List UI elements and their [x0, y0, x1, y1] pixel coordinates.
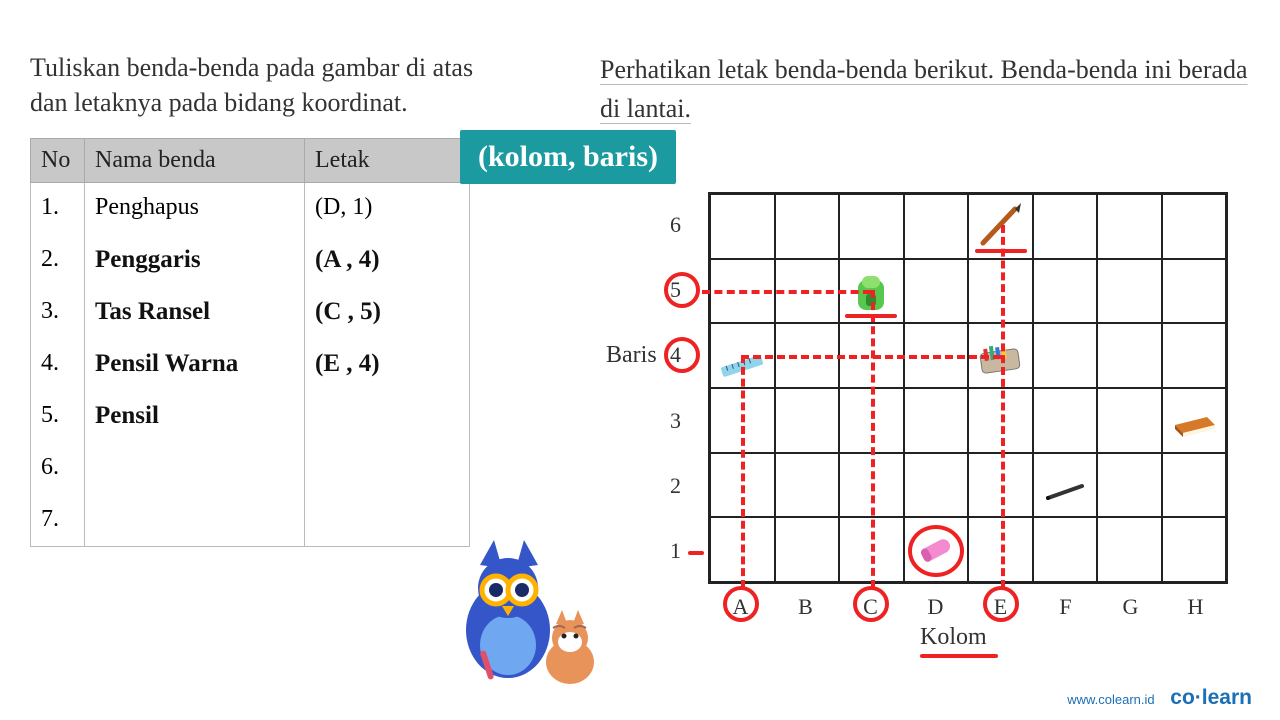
left-panel: Tuliskan benda-benda pada gambar di atas…	[30, 50, 480, 547]
grid-cell	[1162, 453, 1227, 518]
col-label: G	[1098, 590, 1163, 620]
cell-no: 7.	[31, 495, 85, 547]
table-row: 4.Pensil Warna(E , 4)	[31, 339, 470, 391]
col-label: B	[773, 590, 838, 620]
annotation-circle	[983, 586, 1019, 622]
mascot-icon	[440, 520, 610, 690]
cell-nama: Tas Ransel	[85, 287, 305, 339]
grid-cell	[904, 194, 969, 259]
grid-cell	[839, 194, 904, 259]
th-no: No	[31, 139, 85, 183]
grid-cell	[1033, 194, 1098, 259]
annotation-circle	[723, 586, 759, 622]
baris-axis-label: Baris	[606, 342, 657, 369]
cell-letak	[305, 391, 470, 443]
grid-cell	[904, 259, 969, 324]
footer: www.colearn.id co·learn	[1067, 686, 1252, 710]
table-row: 6.	[31, 443, 470, 495]
grid-cell	[710, 194, 775, 259]
grid-cell	[904, 453, 969, 518]
grid-cell	[1097, 323, 1162, 388]
grid-cell	[1162, 259, 1227, 324]
cell-nama: Pensil Warna	[85, 339, 305, 391]
row-labels: 654321	[670, 192, 687, 584]
grid-cell	[1033, 388, 1098, 453]
grid-cell	[1033, 517, 1098, 582]
annotation-dashline	[871, 290, 875, 588]
annotation-circle	[908, 525, 964, 577]
grid-item-pen	[1033, 453, 1098, 518]
th-nama: Nama benda	[85, 139, 305, 183]
cell-no: 2.	[31, 235, 85, 287]
grid-cell	[1033, 259, 1098, 324]
row-label: 6	[670, 192, 687, 257]
table-row: 5.Pensil	[31, 391, 470, 443]
row-label: 1	[670, 519, 687, 584]
grid-cell	[775, 388, 840, 453]
annotation-circle	[853, 586, 889, 622]
answer-table: No Nama benda Letak 1.Penghapus(D, 1)2.P…	[30, 138, 470, 547]
grid-cell	[1097, 453, 1162, 518]
cell-nama: Pensil	[85, 391, 305, 443]
cell-no: 6.	[31, 443, 85, 495]
grid-cell	[1162, 517, 1227, 582]
cell-no: 1.	[31, 183, 85, 235]
annotation-underline	[920, 654, 998, 658]
grid-cell	[775, 517, 840, 582]
grid-cell	[1033, 323, 1098, 388]
kolom-axis-label: Kolom	[920, 624, 987, 651]
annotation-circle	[664, 337, 700, 373]
kolom-baris-badge: (kolom, baris)	[460, 130, 676, 184]
annotation-dashline	[1001, 225, 1005, 588]
grid-cell	[1162, 194, 1227, 259]
cell-letak	[305, 443, 470, 495]
grid-cell	[1097, 517, 1162, 582]
grid-cell	[904, 388, 969, 453]
footer-brand: co·learn	[1170, 686, 1252, 709]
right-panel: Perhatikan letak benda-benda berikut. Be…	[600, 50, 1250, 128]
coordinate-grid	[708, 192, 1228, 584]
cell-no: 5.	[31, 391, 85, 443]
cell-nama: Penghapus	[85, 183, 305, 235]
grid-cell	[775, 453, 840, 518]
cell-no: 4.	[31, 339, 85, 391]
cell-nama	[85, 495, 305, 547]
grid-cell	[1097, 259, 1162, 324]
col-labels: ABCDEFGH	[708, 590, 1228, 620]
cell-letak: (A , 4)	[305, 235, 470, 287]
annotation-underline	[688, 551, 704, 555]
col-label: H	[1163, 590, 1228, 620]
cell-no: 3.	[31, 287, 85, 339]
row-label: 2	[670, 453, 687, 518]
grid-cell	[1097, 194, 1162, 259]
cell-nama: Penggaris	[85, 235, 305, 287]
cell-letak: (C , 5)	[305, 287, 470, 339]
left-instruction: Tuliskan benda-benda pada gambar di atas…	[30, 50, 480, 120]
cell-nama	[85, 443, 305, 495]
table-row: 1.Penghapus(D, 1)	[31, 183, 470, 235]
grid-cell	[1162, 323, 1227, 388]
row-label: 3	[670, 388, 687, 453]
col-label: D	[903, 590, 968, 620]
cell-letak: (D, 1)	[305, 183, 470, 235]
table-row: 2.Penggaris(A , 4)	[31, 235, 470, 287]
cell-letak: (E , 4)	[305, 339, 470, 391]
grid-cell	[775, 194, 840, 259]
annotation-dashline	[702, 290, 871, 294]
annotation-circle	[664, 272, 700, 308]
right-instruction: Perhatikan letak benda-benda berikut. Be…	[600, 50, 1250, 128]
annotation-dashline	[741, 355, 745, 588]
table-row: 3.Tas Ransel(C , 5)	[31, 287, 470, 339]
table-row: 7.	[31, 495, 470, 547]
coordinate-grid-wrap: Baris 654321 ABCDEFGH Kolom	[600, 192, 1240, 662]
th-letak: Letak	[305, 139, 470, 183]
grid-item-book	[1162, 388, 1227, 453]
footer-url: www.colearn.id	[1067, 692, 1154, 707]
col-label: F	[1033, 590, 1098, 620]
grid-cell	[1097, 388, 1162, 453]
